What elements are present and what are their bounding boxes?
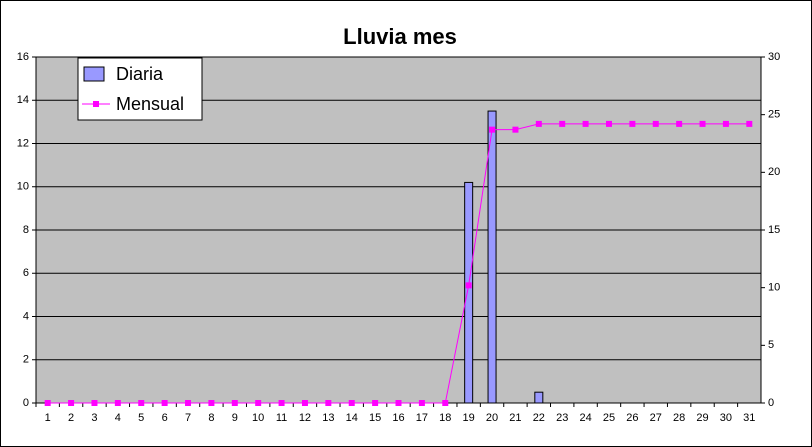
- x-tick-label: 29: [696, 412, 708, 424]
- x-tick-label: 10: [252, 412, 264, 424]
- y2-tick-label: 30: [768, 51, 780, 63]
- x-tick-label: 24: [579, 412, 591, 424]
- line-marker: [325, 400, 332, 406]
- x-tick-label: 2: [68, 412, 74, 424]
- x-tick-label: 9: [232, 412, 238, 424]
- line-marker: [605, 120, 612, 127]
- x-tick-label: 13: [322, 412, 334, 424]
- x-tick-label: 8: [208, 412, 214, 424]
- x-tick-label: 18: [439, 412, 451, 424]
- line-marker: [489, 126, 496, 133]
- line-marker: [44, 400, 51, 406]
- y2-tick-label: 5: [768, 339, 774, 351]
- line-marker: [278, 400, 285, 406]
- y-tick-label: 14: [17, 94, 29, 106]
- line-marker: [652, 120, 659, 127]
- chart-title: Lluvia mes: [343, 24, 457, 49]
- x-tick-label: 30: [720, 412, 732, 424]
- y-tick-label: 12: [17, 137, 29, 149]
- line-marker: [699, 120, 706, 127]
- y-tick-label: 10: [17, 181, 29, 193]
- line-marker: [442, 400, 449, 406]
- line-marker: [582, 120, 589, 127]
- line-marker: [722, 120, 729, 127]
- y2-tick-label: 15: [768, 224, 780, 236]
- line-marker: [301, 400, 308, 406]
- x-tick-label: 21: [509, 412, 521, 424]
- line-marker: [348, 400, 355, 406]
- y-tick-label: 8: [23, 224, 29, 236]
- bar: [534, 391, 544, 404]
- y-tick-label: 6: [23, 267, 29, 279]
- y-tick-label: 2: [23, 354, 29, 366]
- line-marker: [91, 400, 98, 406]
- line-marker: [255, 400, 262, 406]
- x-tick-label: 16: [392, 412, 404, 424]
- x-tick-label: 5: [138, 412, 144, 424]
- x-tick-label: 15: [369, 412, 381, 424]
- x-tick-label: 31: [743, 412, 755, 424]
- legend-label: Mensual: [116, 94, 184, 114]
- line-marker: [465, 282, 472, 289]
- x-tick-label: 12: [299, 412, 311, 424]
- bar: [487, 110, 497, 404]
- y-tick-label: 0: [23, 397, 29, 409]
- y2-tick-label: 20: [768, 166, 780, 178]
- x-tick-label: 7: [185, 412, 191, 424]
- y2-tick-label: 10: [768, 282, 780, 294]
- x-tick-label: 3: [91, 412, 97, 424]
- x-tick-label: 17: [416, 412, 428, 424]
- x-tick-label: 22: [533, 412, 545, 424]
- legend-marker: [93, 101, 99, 107]
- line-marker: [372, 400, 379, 406]
- line-marker: [68, 400, 75, 406]
- line-marker: [535, 120, 542, 127]
- line-marker: [395, 400, 402, 406]
- line-marker: [418, 400, 425, 406]
- line-marker: [231, 400, 238, 406]
- line-marker: [185, 400, 192, 406]
- x-tick-label: 1: [45, 412, 51, 424]
- line-marker: [559, 120, 566, 127]
- line-marker: [676, 120, 683, 127]
- y2-tick-label: 0: [768, 397, 774, 409]
- bar: [464, 181, 474, 404]
- x-tick-label: 25: [603, 412, 615, 424]
- line-marker: [138, 400, 145, 406]
- line-marker: [114, 400, 121, 406]
- line-marker: [746, 120, 753, 127]
- legend-label: Diaria: [116, 64, 164, 84]
- x-tick-label: 11: [276, 412, 287, 424]
- x-tick-label: 20: [486, 412, 498, 424]
- x-tick-label: 27: [650, 412, 662, 424]
- line-marker: [161, 400, 168, 406]
- x-tick-label: 4: [115, 412, 121, 424]
- x-tick-label: 6: [162, 412, 168, 424]
- y-tick-label: 16: [17, 51, 29, 63]
- line-marker: [208, 400, 215, 406]
- x-tick-label: 26: [626, 412, 638, 424]
- y2-tick-label: 25: [768, 109, 780, 121]
- legend-swatch: [83, 66, 105, 82]
- x-tick-label: 28: [673, 412, 685, 424]
- x-tick-label: 19: [463, 412, 475, 424]
- line-marker: [629, 120, 636, 127]
- y-tick-label: 4: [23, 310, 29, 322]
- x-tick-label: 14: [346, 412, 358, 424]
- x-tick-label: 23: [556, 412, 568, 424]
- line-marker: [512, 126, 519, 133]
